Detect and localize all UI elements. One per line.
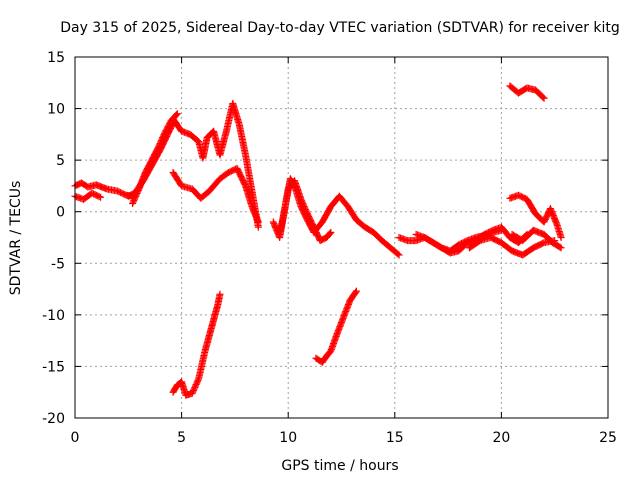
data-point <box>327 228 335 236</box>
x-tick-label: 5 <box>177 430 186 446</box>
data-point <box>194 376 202 384</box>
data-points <box>71 82 565 399</box>
data-point <box>352 287 360 295</box>
x-tick-label: 20 <box>492 430 510 446</box>
data-point <box>95 193 103 201</box>
series-arc-16 <box>508 226 565 252</box>
series-arc-9 <box>276 177 335 245</box>
tick-labels: 0 5 10 15 20 25 -20 -15 -10 -5 0 5 10 15 <box>42 50 617 446</box>
x-tick-label: 15 <box>386 430 404 446</box>
data-point <box>395 251 403 259</box>
data-point <box>539 93 547 101</box>
series-arc-4 <box>124 119 177 200</box>
data-point <box>254 218 262 226</box>
y-tick-label: -10 <box>42 308 65 324</box>
data-point <box>557 234 565 241</box>
y-tick-label: 15 <box>47 50 65 66</box>
data-point <box>394 250 402 258</box>
series-arc-10 <box>312 287 360 366</box>
y-tick-label: -20 <box>42 411 65 427</box>
data-point <box>326 229 334 237</box>
data-point <box>556 243 564 251</box>
series-arc-6 <box>169 164 262 226</box>
y-tick-label: -15 <box>42 359 65 375</box>
series-arc-7 <box>169 290 224 399</box>
x-axis-label: GPS time / hours <box>281 458 398 474</box>
series-arc-15 <box>506 191 565 241</box>
y-tick-label: 5 <box>56 153 65 169</box>
x-tick-label: 10 <box>279 430 297 446</box>
grid <box>75 57 608 418</box>
data-point <box>172 111 180 119</box>
y-axis-label: SDTVAR / TECUs <box>8 181 24 296</box>
y-tick-label: 10 <box>47 102 65 118</box>
data-point <box>216 290 224 298</box>
series-arc-13 <box>465 234 559 259</box>
data-point <box>557 244 565 252</box>
data-point <box>97 193 105 201</box>
y-tick-label: -5 <box>51 256 65 272</box>
chart-title: Day 315 of 2025, Sidereal Day-to-day VTE… <box>60 20 620 36</box>
x-tick-label: 25 <box>599 430 617 446</box>
data-point <box>540 94 548 102</box>
series-arc-5 <box>169 99 262 231</box>
y-tick-label: 0 <box>56 205 65 221</box>
series-arc-2 <box>71 189 105 203</box>
series-arc-14 <box>506 82 548 102</box>
data-point <box>352 288 360 296</box>
plot-frame <box>74 56 609 419</box>
x-tick-label: 0 <box>71 430 80 446</box>
data-point <box>173 110 181 118</box>
